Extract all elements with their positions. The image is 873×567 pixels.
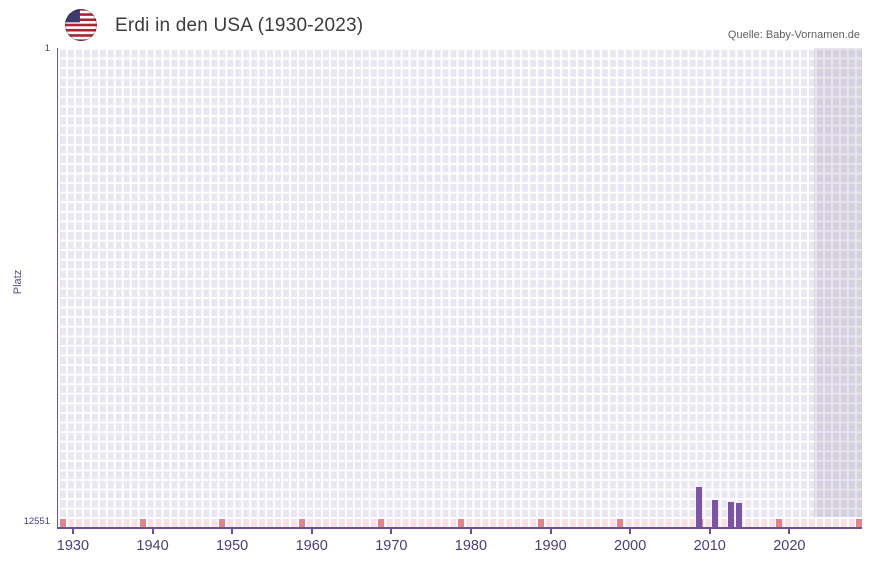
x-tick-mark-1930 [71, 529, 74, 534]
no-rank-row [58, 517, 862, 527]
y-axis-label: Platz [12, 269, 24, 295]
page-title: Erdi in den USA (1930-2023) [115, 15, 364, 36]
y-tick-label-top: 1 [44, 43, 50, 54]
decade-marker [617, 519, 624, 527]
chart-plot-area [57, 48, 862, 529]
source-credit: Quelle: Baby-Vornamen.de [727, 29, 860, 41]
x-tick-label-1970: 1970 [375, 538, 408, 554]
decade-marker [856, 519, 862, 527]
decade-marker [139, 519, 146, 527]
x-tick-mark-1950 [231, 529, 234, 534]
decade-marker [537, 519, 544, 527]
future-years-band [814, 48, 862, 527]
x-tick-mark-1960 [310, 529, 313, 534]
chart-bar-2008[interactable] [695, 486, 702, 527]
x-tick-mark-1940 [151, 529, 154, 534]
decade-marker [219, 519, 226, 527]
chart-bar-2012[interactable] [727, 502, 734, 527]
x-tick-mark-2000 [629, 529, 632, 534]
decade-marker [298, 519, 305, 527]
us-flag-icon [64, 8, 98, 42]
decade-marker [458, 519, 465, 527]
decade-marker [60, 519, 66, 527]
x-tick-label-1930: 1930 [56, 538, 90, 554]
x-tick-label-1980: 1980 [454, 538, 488, 554]
x-tick-label-1990: 1990 [534, 538, 567, 554]
x-tick-mark-2010 [708, 529, 711, 534]
x-tick-label-1940: 1940 [136, 538, 169, 554]
x-tick-label-2010: 2010 [693, 538, 726, 554]
x-tick-label-2020: 2020 [773, 538, 806, 554]
decade-marker [776, 519, 783, 527]
chart-bar-2010[interactable] [711, 500, 718, 527]
x-tick-label-1960: 1960 [295, 538, 328, 554]
decade-marker [378, 519, 385, 527]
x-tick-mark-1990 [549, 529, 552, 534]
chart-bar-2013[interactable] [735, 502, 742, 527]
x-tick-label-1950: 1950 [215, 538, 249, 554]
y-tick-label-bottom: 12551 [23, 516, 50, 527]
x-tick-mark-2020 [788, 529, 791, 534]
x-tick-label-2000: 2000 [614, 538, 647, 554]
x-tick-mark-1970 [390, 529, 393, 534]
x-tick-mark-1980 [469, 529, 472, 534]
